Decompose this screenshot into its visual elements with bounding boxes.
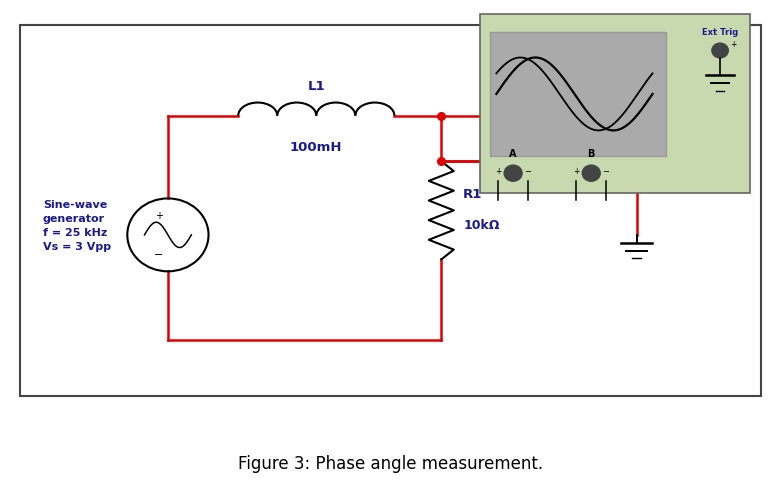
Text: Sine-wave
generator
f = 25 kHz
Vs = 3 Vpp: Sine-wave generator f = 25 kHz Vs = 3 Vp… — [43, 200, 111, 253]
Circle shape — [505, 165, 522, 181]
Text: +: + — [495, 167, 501, 176]
Text: −: − — [525, 167, 531, 176]
Text: A: A — [509, 149, 517, 159]
FancyBboxPatch shape — [490, 31, 666, 156]
Text: 10kΩ: 10kΩ — [463, 219, 500, 232]
Text: +: + — [155, 211, 162, 221]
Text: B: B — [587, 149, 595, 159]
Text: 100mH: 100mH — [290, 141, 343, 154]
Text: Figure 3: Phase angle measurement.: Figure 3: Phase angle measurement. — [238, 455, 543, 473]
Text: +: + — [730, 40, 736, 49]
Text: −: − — [154, 250, 163, 259]
Text: −: − — [603, 167, 609, 176]
Circle shape — [583, 165, 601, 181]
Text: R1: R1 — [463, 188, 483, 201]
FancyBboxPatch shape — [480, 14, 750, 193]
Text: L1: L1 — [308, 80, 325, 93]
Circle shape — [711, 43, 729, 58]
Text: Ext Trig: Ext Trig — [702, 28, 738, 37]
Text: XSC1: XSC1 — [635, 0, 676, 1]
Bar — [20, 25, 761, 396]
Text: +: + — [573, 167, 580, 176]
